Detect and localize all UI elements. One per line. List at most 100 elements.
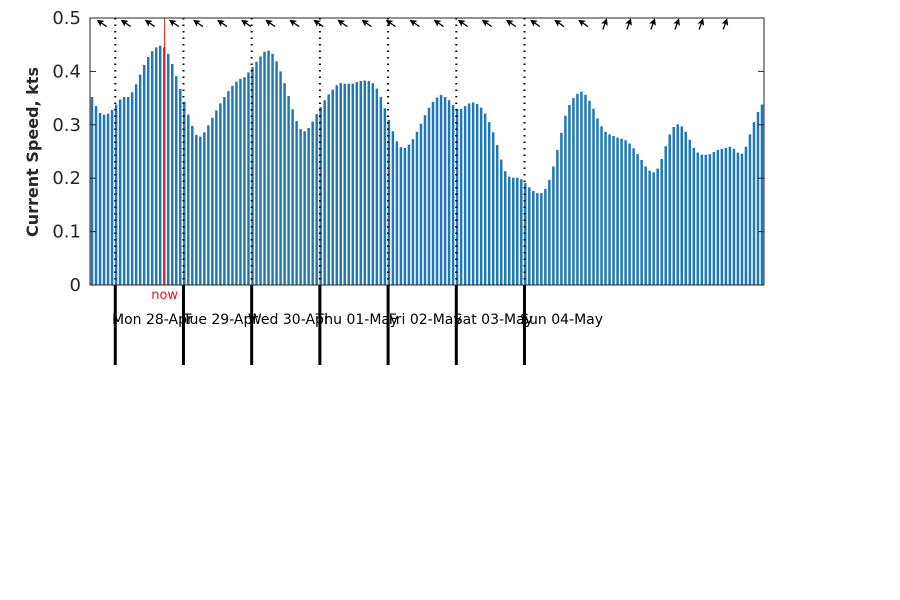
- bar: [544, 188, 547, 285]
- bar: [211, 117, 214, 285]
- bar: [684, 131, 688, 285]
- current-direction-arrow-icon: [554, 19, 565, 28]
- bar: [134, 84, 138, 285]
- bar: [760, 104, 764, 285]
- bar: [423, 115, 427, 285]
- bar: [612, 136, 615, 285]
- current-direction-arrow-icon: [601, 18, 608, 30]
- bar: [303, 131, 306, 285]
- bar: [584, 94, 587, 286]
- bar: [142, 64, 146, 286]
- arrow-head: [193, 19, 201, 27]
- current-direction-arrow-icon: [457, 19, 469, 28]
- bar: [299, 129, 302, 285]
- bar: [247, 72, 250, 285]
- current-direction-arrow-icon: [481, 19, 493, 28]
- bar: [467, 103, 471, 285]
- current-direction-arrow-icon: [361, 19, 372, 28]
- bar: [744, 146, 748, 285]
- bar: [166, 53, 170, 285]
- bar: [122, 97, 126, 285]
- arrow-head: [313, 19, 322, 27]
- bar: [267, 50, 270, 285]
- bar: [728, 146, 732, 285]
- bar: [239, 78, 242, 285]
- bar-series: [90, 45, 764, 286]
- bar: [459, 108, 463, 285]
- bar: [367, 81, 371, 285]
- bar: [512, 177, 515, 285]
- bar: [540, 193, 543, 285]
- bar: [431, 101, 435, 285]
- bar: [199, 136, 202, 285]
- bar: [102, 114, 106, 286]
- current-direction-arrow-icon: [697, 18, 705, 30]
- bar: [483, 113, 487, 285]
- day-label: Mon 28-Apr: [112, 312, 193, 328]
- current-direction-arrow-icon: [217, 19, 228, 28]
- arrow-head: [457, 19, 466, 27]
- bar: [508, 176, 511, 285]
- bar: [175, 76, 178, 286]
- bar: [243, 77, 246, 286]
- arrow-head: [265, 19, 273, 27]
- bar: [716, 149, 720, 285]
- bar: [592, 108, 595, 285]
- current-direction-arrow-icon: [673, 18, 680, 30]
- bar: [331, 89, 334, 285]
- bar: [672, 126, 675, 285]
- y-tick-label: 0: [70, 275, 81, 296]
- bar: [724, 147, 728, 285]
- arrow-head: [601, 18, 608, 27]
- bar: [427, 107, 431, 286]
- bar: [183, 101, 186, 285]
- y-axis-label: Current Speed, kts: [23, 67, 42, 237]
- bar: [487, 122, 491, 285]
- day-label: Thu 01-May: [315, 312, 399, 328]
- bar: [576, 93, 579, 285]
- bar: [307, 128, 310, 285]
- bar: [503, 171, 507, 285]
- bar: [652, 172, 655, 285]
- bar: [271, 53, 274, 285]
- y-tick-label: 0.2: [52, 168, 81, 189]
- bar: [146, 56, 150, 286]
- current-direction-arrow-icon: [625, 18, 632, 30]
- bar: [355, 82, 359, 285]
- bar: [756, 111, 760, 285]
- bar: [315, 114, 318, 286]
- now-label: now: [151, 288, 178, 303]
- arrow-head: [673, 18, 680, 27]
- bar: [636, 154, 639, 285]
- current-direction-arrow-icon: [385, 19, 396, 28]
- bar: [154, 47, 158, 286]
- current-direction-arrow-icon: [337, 19, 348, 28]
- day-label: Tue 29-Apr: [182, 312, 258, 328]
- arrow-head: [168, 19, 177, 27]
- bar: [411, 139, 415, 285]
- arrow-head: [96, 19, 105, 27]
- bar: [407, 144, 411, 285]
- bar: [479, 107, 483, 286]
- bar: [640, 160, 643, 285]
- bar: [319, 107, 322, 286]
- bar: [259, 56, 262, 286]
- bar: [435, 97, 439, 285]
- bar: [187, 114, 190, 286]
- arrow-head: [120, 19, 129, 27]
- arrow-head: [217, 19, 225, 27]
- bar: [680, 126, 683, 286]
- current-direction-arrow-icon: [168, 19, 180, 28]
- current-direction-arrow-icon: [144, 19, 156, 28]
- bar: [495, 145, 499, 285]
- arrow-head: [289, 19, 298, 27]
- bar: [327, 94, 330, 285]
- current-direction-arrow-icon: [265, 19, 276, 28]
- bar: [628, 143, 631, 285]
- arrow-head: [721, 18, 729, 27]
- arrow-head: [625, 18, 632, 27]
- bar: [227, 91, 230, 285]
- current-direction-arrow-icon: [433, 19, 444, 28]
- bar: [219, 103, 222, 285]
